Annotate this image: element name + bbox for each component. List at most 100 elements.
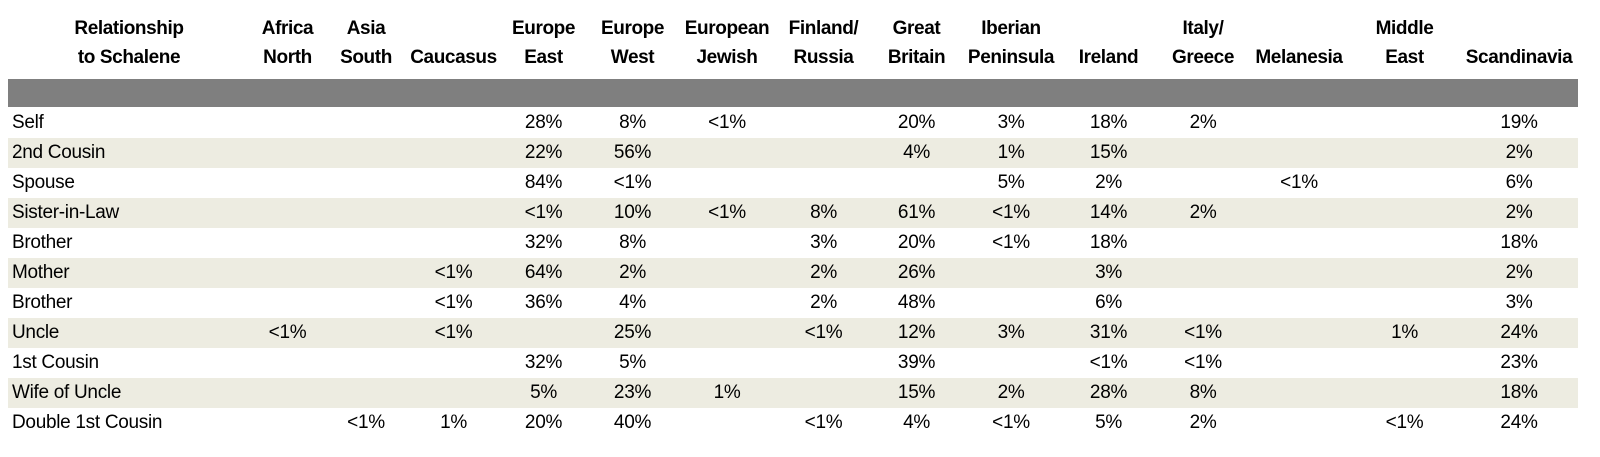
column-header-line: North <box>263 47 312 68</box>
table-row: Self 28% 8% <1% 20% 3% 18% 2% 19% <box>8 108 1578 138</box>
percent-cell <box>325 137 407 168</box>
percent-cell <box>1249 197 1349 228</box>
percent-cell <box>1249 317 1349 348</box>
percent-cell <box>325 108 407 138</box>
percent-cell: 8% <box>619 231 646 253</box>
percent-cell: 84% <box>524 171 563 193</box>
percent-cell <box>1249 377 1349 408</box>
percent-cell: 15% <box>1060 137 1157 168</box>
percent-cell: 31% <box>1060 317 1157 348</box>
percent-cell <box>407 168 500 198</box>
percent-cell: 2% <box>1157 197 1249 228</box>
percent-cell <box>1249 257 1349 288</box>
percent-cell <box>1249 228 1349 258</box>
column-header-line: Europe <box>600 18 665 39</box>
percent-cell: 22% <box>500 137 587 168</box>
column-header-line: Asia <box>346 18 386 39</box>
percent-cell: 5% <box>500 377 587 408</box>
column-header: Iberian Peninsula <box>962 14 1060 78</box>
percent-cell <box>1157 168 1249 198</box>
percent-cell: 18% <box>1500 231 1538 253</box>
percent-cell <box>325 317 407 348</box>
percent-cell: <1% <box>1157 317 1249 348</box>
percent-cell: <1% <box>407 257 500 288</box>
percent-cell <box>678 168 776 198</box>
percent-cell <box>776 137 871 168</box>
column-header-line: Scandinavia <box>1465 47 1573 68</box>
percent-cell: 64% <box>500 257 587 288</box>
column-header: Finland/Russia <box>776 14 871 78</box>
percent-cell: <1% <box>776 317 871 348</box>
table-row: Mother <1% 64% 2% 2% 26% 3% 2% <box>8 257 1578 288</box>
percent-cell <box>407 348 500 378</box>
percent-cell: 5% <box>997 171 1025 193</box>
percent-cell <box>325 168 407 198</box>
row-label: Wife of Uncle <box>8 377 250 408</box>
percent-cell <box>1349 377 1460 408</box>
percent-cell: <1% <box>613 171 652 193</box>
percent-cell: 3% <box>1505 291 1533 313</box>
percent-cell: 25% <box>587 317 678 348</box>
column-header-line: Finland/ <box>788 18 859 39</box>
percent-cell <box>1349 257 1460 288</box>
column-header-line: Britain <box>887 47 946 68</box>
percent-cell <box>325 257 407 288</box>
table-row: Wife of Uncle 5% 23% 1% 15% 2% 28% 8% 18% <box>8 377 1578 408</box>
percent-cell <box>1349 228 1460 258</box>
percent-cell: 8% <box>619 112 646 133</box>
percent-cell <box>407 228 500 258</box>
percent-cell <box>407 108 500 138</box>
percent-cell: 48% <box>897 291 936 313</box>
table-row: 2nd Cousin 22% 56% 4% 1% 15% 2% <box>8 137 1578 168</box>
column-header: European Jewish <box>678 14 776 78</box>
percent-cell: 6% <box>1505 171 1533 193</box>
percent-cell: 2% <box>776 257 871 288</box>
percent-cell <box>962 257 1060 288</box>
percent-cell: 8% <box>1157 377 1249 408</box>
percent-cell <box>407 377 500 408</box>
column-header-line: Europe <box>511 18 576 39</box>
percent-cell: 23% <box>587 377 678 408</box>
column-header-line: Africa <box>261 18 314 39</box>
percent-cell: 3% <box>1060 257 1157 288</box>
percent-cell <box>325 197 407 228</box>
percent-cell <box>325 377 407 408</box>
percent-cell <box>776 168 871 198</box>
percent-cell <box>1249 137 1349 168</box>
percent-cell: 3% <box>962 317 1060 348</box>
table-row: Uncle <1% <1% 25% <1% 12% 3% 31% <1% 1% 24% <box>8 317 1578 348</box>
corner-header-line2: to Schalene <box>77 47 181 68</box>
percent-cell: 20% <box>897 231 936 253</box>
percent-cell <box>678 228 776 258</box>
column-header-line: Great <box>892 18 941 39</box>
table-row: Sister-in-Law <1% 10% <1% 8% 61% <1% 14% 2% 2% <box>8 197 1578 228</box>
percent-cell: 12% <box>871 317 962 348</box>
percent-cell: 2% <box>587 257 678 288</box>
percent-cell <box>678 348 776 378</box>
corner-header: Relationship to Schalene <box>8 14 250 78</box>
percent-cell: 32% <box>524 351 563 373</box>
percent-cell <box>776 377 871 408</box>
row-label: Sister-in-Law <box>8 197 250 228</box>
table-row: Brother <1% 36% 4% 2% 48% 6% 3% <box>8 288 1578 318</box>
row-label: Double 1st Cousin <box>12 411 163 433</box>
percent-cell: 2% <box>1189 112 1217 133</box>
percent-cell: 10% <box>587 197 678 228</box>
percent-cell: <1% <box>347 411 385 433</box>
row-label: Brother <box>12 231 73 253</box>
percent-cell: 32% <box>524 231 563 253</box>
column-header: Europe West <box>587 14 678 78</box>
column-header: Scandinavia <box>1460 14 1578 78</box>
percent-cell <box>776 108 871 138</box>
percent-cell <box>678 288 776 318</box>
percent-cell: 40% <box>613 411 652 433</box>
column-header: Ireland <box>1060 14 1157 78</box>
percent-cell: 20% <box>897 112 936 133</box>
percent-cell: 3% <box>997 112 1025 133</box>
percent-cell <box>1249 348 1349 378</box>
percent-cell: 61% <box>871 197 962 228</box>
percent-cell: <1% <box>678 197 776 228</box>
percent-cell <box>250 108 325 138</box>
column-header: Middle East <box>1349 14 1460 78</box>
percent-cell: <1% <box>1089 351 1128 373</box>
